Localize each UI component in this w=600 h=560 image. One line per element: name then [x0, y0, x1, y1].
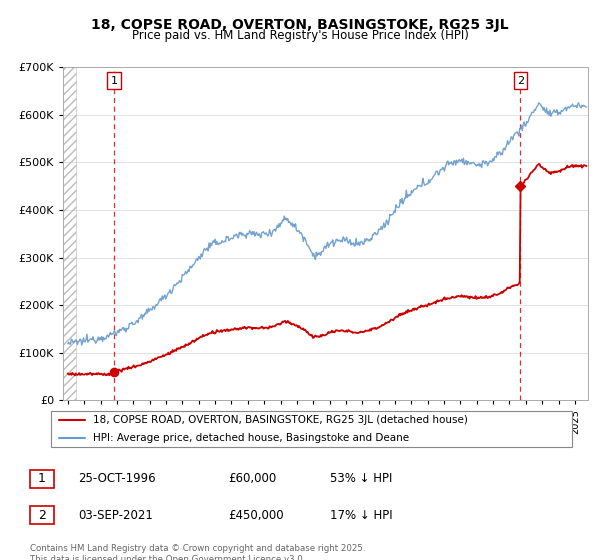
Text: 25-OCT-1996: 25-OCT-1996	[78, 472, 155, 486]
Text: Contains HM Land Registry data © Crown copyright and database right 2025.
This d: Contains HM Land Registry data © Crown c…	[30, 544, 365, 560]
Text: Price paid vs. HM Land Registry's House Price Index (HPI): Price paid vs. HM Land Registry's House …	[131, 29, 469, 42]
Text: £450,000: £450,000	[228, 508, 284, 522]
Text: HPI: Average price, detached house, Basingstoke and Deane: HPI: Average price, detached house, Basi…	[93, 433, 409, 443]
Text: 18, COPSE ROAD, OVERTON, BASINGSTOKE, RG25 3JL (detached house): 18, COPSE ROAD, OVERTON, BASINGSTOKE, RG…	[93, 415, 468, 424]
Text: 2: 2	[517, 76, 524, 86]
Text: 53% ↓ HPI: 53% ↓ HPI	[330, 472, 392, 486]
Text: 1: 1	[110, 76, 118, 86]
Text: 18, COPSE ROAD, OVERTON, BASINGSTOKE, RG25 3JL: 18, COPSE ROAD, OVERTON, BASINGSTOKE, RG…	[91, 18, 509, 32]
Text: 1: 1	[38, 472, 46, 486]
Text: £60,000: £60,000	[228, 472, 276, 486]
FancyBboxPatch shape	[50, 411, 572, 447]
Text: 17% ↓ HPI: 17% ↓ HPI	[330, 508, 392, 522]
Text: 03-SEP-2021: 03-SEP-2021	[78, 508, 153, 522]
Text: 2: 2	[38, 508, 46, 522]
